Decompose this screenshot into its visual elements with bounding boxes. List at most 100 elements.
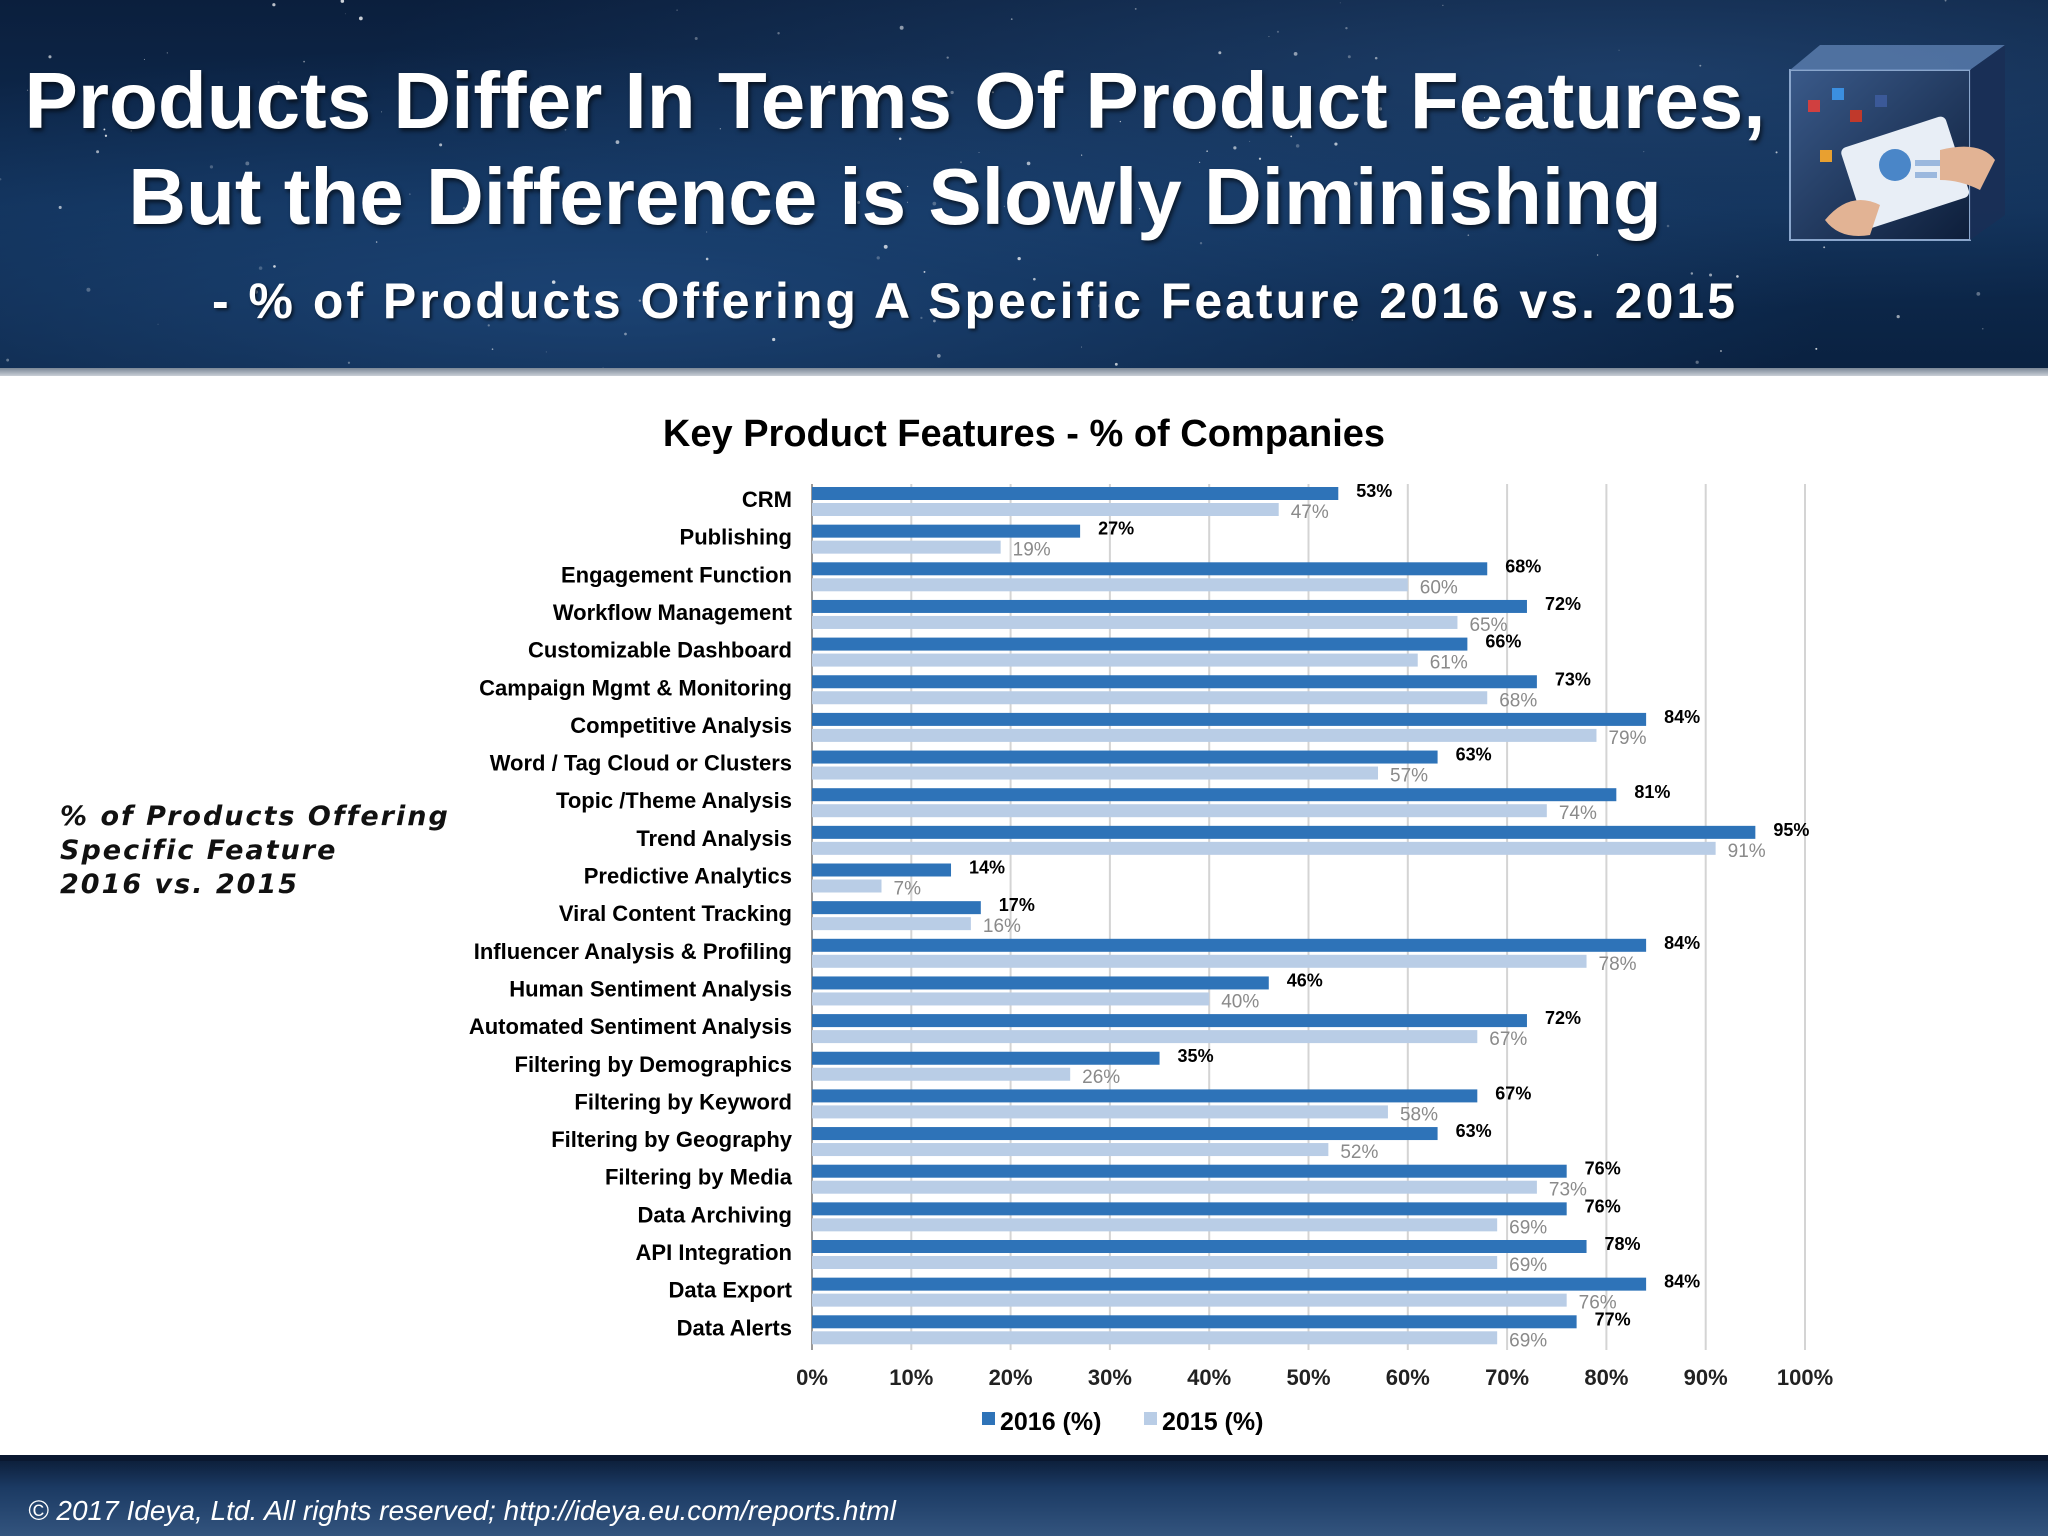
star-dot	[670, 187, 672, 189]
star-dot	[518, 173, 520, 176]
star-dot	[991, 91, 994, 94]
star-dot	[1080, 346, 1083, 348]
bar-2015	[812, 841, 1716, 855]
star-dot	[959, 161, 962, 164]
star-dot	[1823, 246, 1826, 249]
star-dot	[719, 128, 721, 130]
data-label-2016: 72%	[1545, 1008, 1581, 1028]
data-label-2016: 84%	[1664, 1272, 1700, 1292]
category-label: CRM	[742, 487, 792, 512]
x-tick-label: 60%	[1386, 1365, 1430, 1390]
star-dot	[638, 299, 641, 302]
bar-2015	[812, 1067, 1071, 1081]
star-dot	[115, 93, 118, 96]
star-dot	[1199, 242, 1203, 245]
slide-title-line-1: Products Differ In Terms Of Product Feat…	[24, 56, 1766, 145]
star-dot	[1736, 275, 1739, 278]
category-label: Workflow Management	[553, 600, 793, 625]
tablet-social-cube-icon	[1789, 45, 2005, 241]
bar-2016	[812, 1164, 1567, 1178]
data-label-2015: 65%	[1469, 615, 1507, 636]
side-note-line-1: % of Products Offering	[60, 801, 450, 832]
legend-item-2016-label: 2016 (%)	[1000, 1408, 1101, 1436]
category-label: Competitive Analysis	[570, 713, 792, 738]
star-dot	[899, 25, 904, 30]
data-label-2016: 95%	[1773, 820, 1809, 840]
star-dot	[1334, 142, 1338, 146]
data-label-2016: 63%	[1456, 1121, 1492, 1141]
star-dot	[813, 104, 815, 105]
category-label: Topic /Theme Analysis	[556, 788, 792, 813]
x-tick-label: 100%	[1777, 1365, 1833, 1390]
bar-2016	[812, 825, 1756, 839]
star-dot	[1719, 349, 1723, 353]
star-dot	[1258, 157, 1262, 160]
star-dot	[946, 56, 949, 59]
data-label-2015: 69%	[1509, 1255, 1547, 1276]
legend-item-2015-swatch	[1144, 1412, 1157, 1425]
star-dot	[1249, 140, 1251, 142]
star-dot	[103, 128, 106, 131]
star-dot	[1499, 180, 1501, 182]
star-dot	[706, 231, 708, 233]
category-label: Publishing	[680, 525, 792, 550]
bar-2016	[812, 863, 952, 877]
star-dot	[1114, 362, 1118, 366]
chart-legend: 2016 (%) 2015 (%)	[982, 1408, 1263, 1436]
bar-chart: Key Product Features - % of Companies CR…	[469, 413, 1833, 1436]
star-dot	[1148, 107, 1152, 111]
star-dot	[1218, 51, 1222, 55]
category-label: Data Archiving	[638, 1202, 792, 1227]
star-dot	[907, 201, 908, 203]
data-label-2016: 84%	[1664, 933, 1700, 953]
data-label-2016: 78%	[1605, 1234, 1641, 1254]
star-dot	[143, 58, 145, 60]
star-dot	[1098, 303, 1102, 308]
star-dot	[694, 37, 698, 41]
bar-2015	[812, 1143, 1329, 1157]
star-dot	[624, 332, 627, 336]
data-label-2015: 74%	[1559, 803, 1597, 824]
data-label-2016: 68%	[1505, 556, 1541, 576]
category-label: Customizable Dashboard	[528, 638, 792, 663]
star-dot	[1098, 101, 1101, 104]
bar-2015	[812, 1030, 1478, 1044]
star-dot	[1081, 154, 1083, 156]
bar-2015	[812, 540, 1001, 554]
star-dot	[950, 90, 954, 95]
bar-2015	[812, 766, 1379, 780]
star-dot	[1134, 7, 1137, 10]
category-label: Predictive Analytics	[584, 864, 792, 889]
star-dot	[230, 120, 232, 122]
bar-2016	[812, 712, 1647, 726]
star-dot	[1976, 292, 1981, 296]
star-dot	[104, 134, 108, 137]
bar-2016	[812, 1277, 1647, 1291]
bar-2016	[812, 637, 1468, 651]
bar-2016	[812, 524, 1081, 538]
star-dot	[1467, 234, 1470, 237]
chart-title: Key Product Features - % of Companies	[663, 413, 1385, 455]
data-label-2015: 69%	[1509, 1330, 1547, 1351]
star-dot	[565, 214, 567, 217]
bar-2015	[812, 992, 1210, 1006]
category-label: Filtering by Geography	[551, 1127, 793, 1152]
star-dot	[705, 257, 709, 261]
bar-2015	[812, 728, 1597, 742]
data-label-2015: 7%	[894, 879, 922, 900]
star-dot	[38, 112, 41, 116]
star-dot	[907, 185, 909, 187]
bar-2016	[812, 599, 1527, 613]
slide-title-line-2: But the Difference is Slowly Diminishing	[128, 152, 1662, 241]
star-dot	[209, 165, 214, 169]
data-label-2016: 35%	[1178, 1046, 1214, 1066]
bar-2016	[812, 1315, 1577, 1329]
data-label-2016: 14%	[969, 858, 1005, 878]
star-dot	[340, 0, 345, 3]
bar-2015	[812, 1180, 1537, 1194]
bar-2015	[812, 804, 1547, 818]
bar-2016	[812, 1051, 1160, 1065]
bar-2016	[812, 1127, 1438, 1141]
star-dot	[793, 90, 796, 93]
star-dot	[1033, 277, 1036, 281]
